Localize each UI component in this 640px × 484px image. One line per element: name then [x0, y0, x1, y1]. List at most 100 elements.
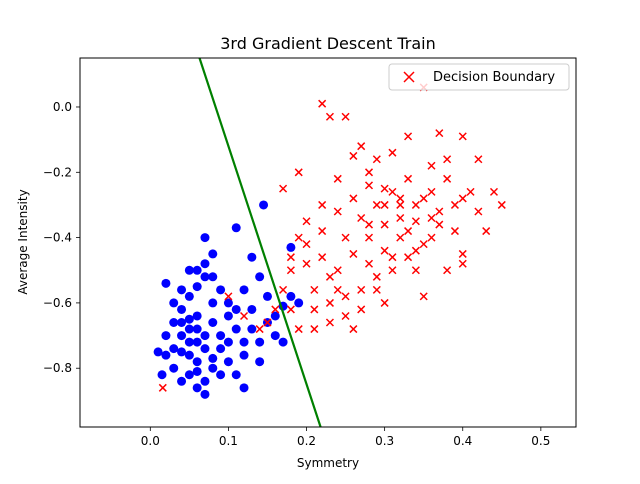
scatter-point [192, 357, 202, 367]
scatter-point [341, 292, 350, 301]
scatter-point [184, 350, 194, 360]
scatter-point [184, 324, 194, 334]
scatter-point [333, 207, 342, 216]
scatter-point [404, 132, 413, 141]
scatter-point [450, 227, 459, 236]
scatter-point [427, 187, 436, 196]
scatter-point [192, 311, 202, 321]
scatter-point [404, 253, 413, 262]
plot-frame [79, 57, 577, 428]
scatter-point [208, 249, 218, 259]
legend-x-marker-icon [403, 71, 415, 83]
scatter-point [458, 194, 467, 203]
scatter-point [231, 370, 241, 380]
scatter-point [200, 272, 210, 282]
scatter-point [325, 272, 334, 281]
scatter-point [310, 325, 319, 334]
scatter-point [443, 266, 452, 275]
scatter-point [169, 318, 179, 328]
scatter-point [286, 242, 296, 252]
scatter-point [208, 272, 218, 282]
scatter-point [247, 324, 257, 334]
scatter-point [341, 112, 350, 121]
x-tick-label: 0.0 [141, 434, 160, 448]
scatter-point [177, 347, 187, 357]
scatter-point [192, 265, 202, 275]
scatter-point [427, 213, 436, 223]
scatter-point [278, 337, 288, 347]
scatter-point [177, 376, 187, 386]
data-series [153, 83, 506, 399]
scatter-point [153, 347, 163, 357]
scatter-point [458, 259, 467, 268]
scatter-point [411, 266, 420, 275]
y-tick-label: −0.4 [43, 231, 72, 245]
scatter-point [302, 217, 311, 226]
x-tick-label: 0.5 [531, 434, 550, 448]
scatter-point [396, 200, 405, 209]
scatter-point [177, 285, 187, 295]
chart-title: 3rd Gradient Descent Train [220, 34, 435, 53]
scatter-point [364, 220, 374, 229]
scatter-point [380, 220, 389, 229]
scatter-point [404, 174, 413, 183]
scatter-point [208, 363, 218, 373]
scatter-point [443, 174, 452, 183]
scatter-point [177, 304, 187, 314]
scatter-point [411, 246, 420, 255]
scatter-point [200, 376, 210, 386]
scatter-point [380, 184, 389, 193]
scatter-point [231, 324, 241, 334]
scatter-point [224, 292, 233, 301]
scatter-point [310, 285, 319, 294]
scatter-point [239, 383, 249, 393]
scatter-point [223, 298, 233, 308]
scatter-point [286, 266, 295, 275]
scatter-point [208, 298, 218, 308]
scatter-point [349, 194, 358, 203]
scatter-point [364, 168, 374, 177]
scatter-point [239, 285, 249, 295]
scatter-point [372, 285, 381, 294]
scatter-point [388, 187, 397, 196]
scatter-point [388, 148, 397, 157]
scatter-point [318, 227, 327, 236]
scatter-point [497, 200, 506, 209]
scatter-point [325, 298, 334, 307]
scatter-point [161, 278, 171, 288]
scatter-point [192, 383, 202, 393]
scatter-point [302, 240, 311, 249]
scatter-point [427, 161, 436, 170]
scatter-point [192, 337, 202, 347]
y-tick-label: −0.6 [43, 296, 72, 310]
x-axis-label: Symmetry [297, 456, 359, 470]
scatter-point [357, 305, 366, 314]
scatter-point [364, 181, 374, 190]
scatter-point [231, 304, 241, 314]
scatter-point [341, 311, 350, 321]
scatter-point [372, 272, 381, 281]
scatter-point [372, 200, 381, 209]
axis-ticks: 0.0 0.1 0.2 0.3 0.4 0.5 −0.8 −0.6 −0.4 −0.2 0.0 [43, 100, 551, 448]
scatter-point [357, 142, 366, 151]
scatter-point [318, 253, 327, 262]
scatter-point [419, 194, 428, 203]
scatter-point [435, 207, 444, 216]
scatter-point [404, 227, 413, 236]
scatter-point [200, 389, 210, 399]
scatter-point [396, 213, 405, 223]
scatter-point [255, 325, 264, 334]
scatter-point [216, 370, 226, 380]
y-tick-label: −0.2 [43, 165, 72, 179]
scatter-point [411, 217, 420, 226]
scatter-point [388, 266, 397, 275]
scatter-point [333, 266, 342, 275]
scatter-point [466, 187, 475, 196]
scatter-point [216, 331, 226, 341]
decision-boundary-line-group [198, 58, 322, 427]
x-marker-series [158, 83, 506, 392]
scatter-point [216, 285, 226, 295]
scatter-point [286, 253, 295, 262]
